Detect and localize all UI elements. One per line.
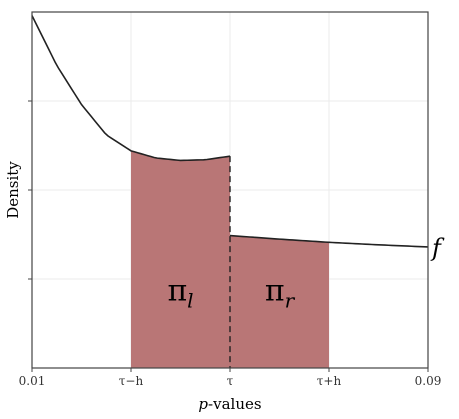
x-axis-label-rest: -values	[208, 395, 262, 413]
x-tick-label-1: τ−h	[119, 374, 144, 388]
x-tick-labels: 0.01 τ−h τ τ+h 0.09	[19, 374, 442, 388]
x-axis-label: p-values	[198, 395, 261, 413]
y-axis-label: Density	[4, 161, 22, 219]
shaded-region-r	[230, 235, 329, 368]
axis-ticks	[28, 100, 429, 372]
x-tick-label-0: 0.01	[19, 374, 46, 388]
x-tick-label-2: τ	[227, 374, 234, 388]
x-axis-label-italic: p	[198, 395, 208, 413]
region-labels: πl πr	[167, 273, 295, 312]
density-curve-left	[31, 15, 231, 162]
region-label-r: πr	[265, 273, 296, 312]
region-label-l: πl	[167, 273, 193, 312]
density-curve-right	[229, 234, 429, 248]
x-tick-label-4: 0.09	[415, 374, 442, 388]
x-tick-label-3: τ+h	[317, 374, 342, 388]
shaded-regions	[131, 150, 329, 368]
shaded-region-l	[131, 150, 230, 368]
density-curves	[31, 15, 429, 368]
